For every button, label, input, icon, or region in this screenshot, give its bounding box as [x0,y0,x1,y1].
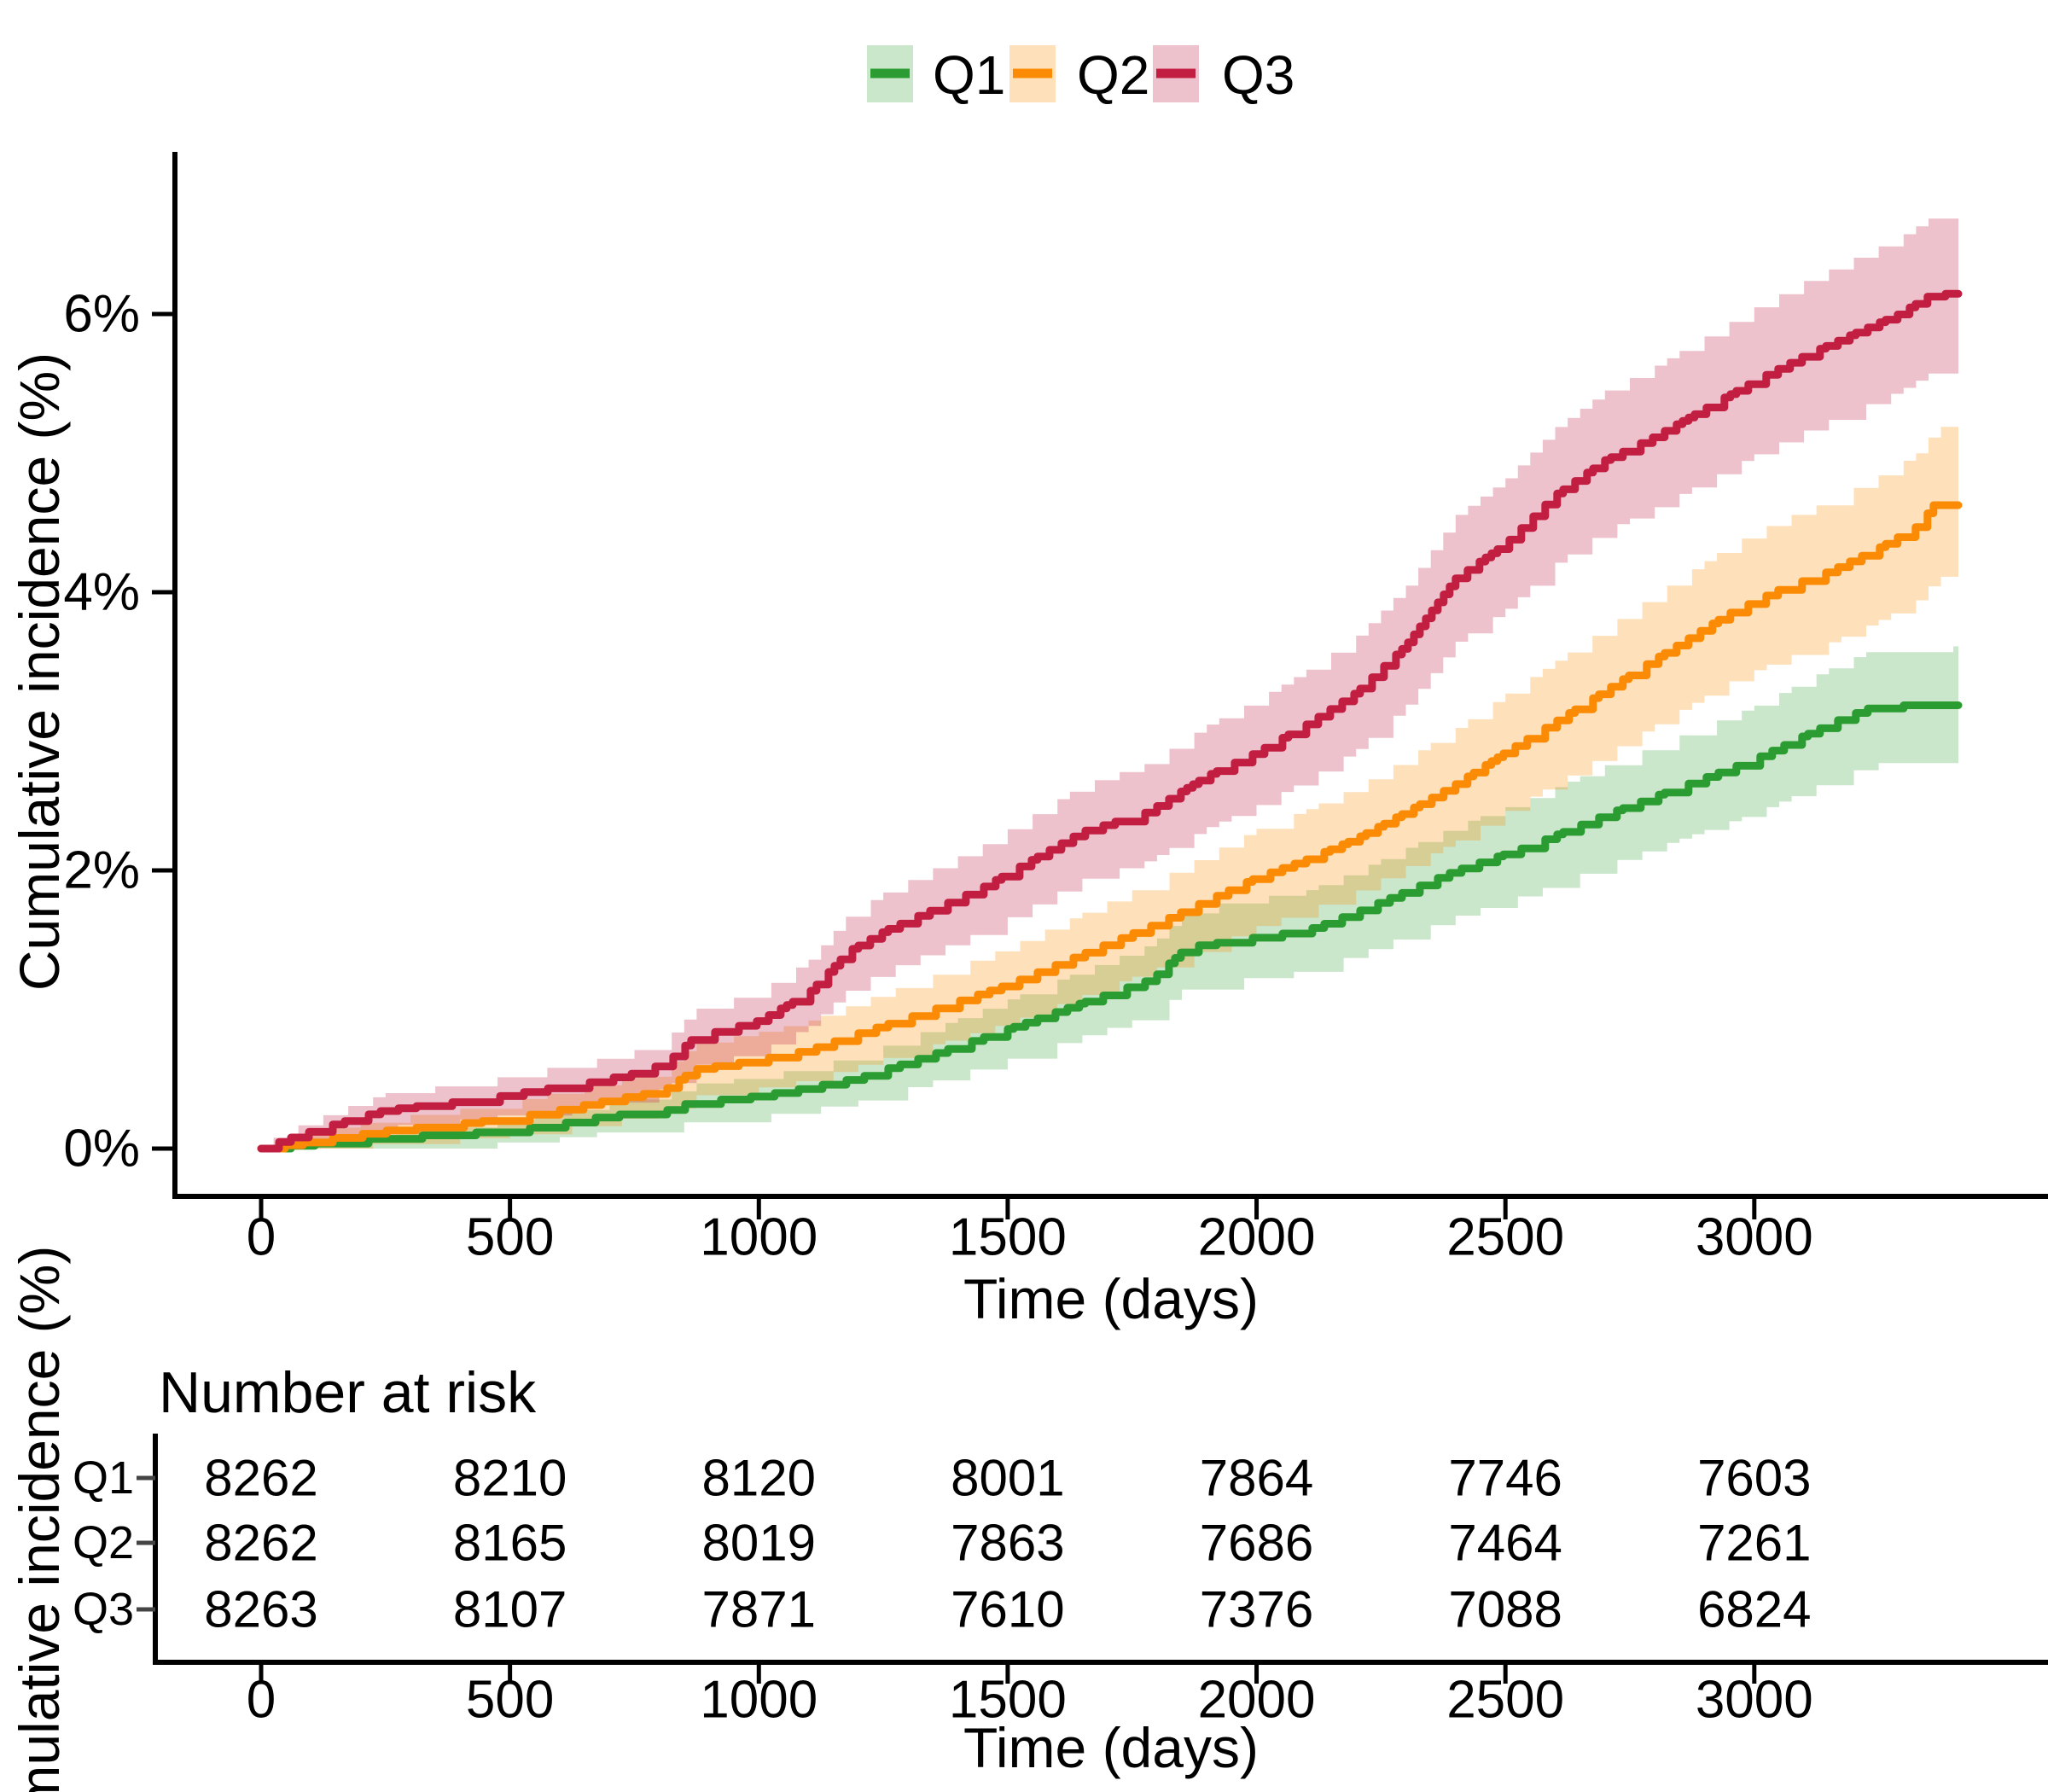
risk-table: Number at risk Q1 8262 8210 8120 8001 7864 7746… [8,1246,2048,1792]
legend-label: Q3 [1222,44,1295,106]
risk-count-cell: 8165 [453,1515,567,1572]
risk-table-x-tick-label: 0 [247,1671,276,1730]
risk-count-cell: 7864 [1200,1450,1313,1507]
risk-table-x-axis-title: Time (days) [963,1716,1259,1779]
x-axis-title: Time (days) [963,1267,1259,1330]
series-Q1-confidence-band [261,646,1958,1149]
x-tick-label: 3000 [1696,1208,1813,1267]
risk-count-cell: 7464 [1448,1515,1562,1572]
risk-count-cell: 8262 [204,1515,317,1572]
risk-table-row-Q1: Q1 8262 8210 8120 8001 7864 7746 7603 [73,1450,1812,1507]
x-tick-label: 500 [466,1208,554,1267]
incidence-curves [257,289,1963,1153]
risk-count-cell: 8210 [453,1450,567,1507]
legend-item-Q1: Q1 [867,44,1005,106]
x-tick-label: 2500 [1446,1208,1564,1267]
risk-count-cell: 8107 [453,1581,567,1638]
risk-row-label: Q1 [73,1452,134,1504]
risk-count-cell: 7376 [1200,1581,1313,1638]
y-axis-title: Cumulative incidence (%) [8,352,71,991]
series-Q2-line [257,501,1963,1153]
main-axes: 0% 2% 4% 6% 0 500 1000 1500 2000 2500 3000 Time (da… [8,152,2048,1330]
risk-count-cell: 8263 [204,1581,317,1638]
risk-table-x-tick-label: 2000 [1198,1671,1316,1730]
risk-table-title: Number at risk [159,1360,537,1425]
risk-count-cell: 8120 [702,1450,816,1507]
y-tick-label: 4% [63,563,140,622]
risk-count-cell: 7261 [1697,1515,1811,1572]
risk-table-row-Q2: Q2 8262 8165 8019 7863 7686 7464 7261 [73,1515,1812,1572]
risk-count-cell: 8001 [951,1450,1064,1507]
risk-row-label: Q2 [73,1517,134,1568]
x-tick-label: 1500 [949,1208,1067,1267]
risk-count-cell: 7603 [1697,1450,1811,1507]
risk-table-clipped-y-axis-title: Cumulative incidence (%) [8,1246,71,1792]
risk-count-cell: 7863 [951,1515,1064,1572]
y-tick-label: 2% [63,841,140,900]
risk-count-cell: 7746 [1448,1450,1562,1507]
risk-row-label: Q3 [73,1584,134,1635]
risk-count-cell: 7610 [951,1581,1064,1638]
legend-label: Q2 [1077,44,1149,106]
risk-table-x-tick-label: 1500 [949,1671,1067,1730]
y-tick-label: 0% [63,1120,140,1178]
risk-count-cell: 6824 [1697,1581,1811,1638]
legend-item-Q3: Q3 [1153,44,1295,106]
series-Q3-line [257,289,1963,1153]
risk-table-row-Q3: Q3 8263 8107 7871 7610 7376 7088 6824 [73,1581,1812,1638]
risk-table-x-tick-label: 1000 [700,1671,817,1730]
x-tick-label: 2000 [1198,1208,1316,1267]
x-tick-label: 1000 [700,1208,817,1267]
legend-item-Q2: Q2 [1009,44,1149,106]
legend: Q1 Q2 Q3 [867,44,1295,106]
y-tick-label: 6% [63,285,140,344]
risk-count-cell: 8262 [204,1450,317,1507]
risk-count-cell: 8019 [702,1515,816,1572]
risk-table-x-tick-label: 3000 [1696,1671,1813,1730]
risk-count-cell: 7088 [1448,1581,1562,1638]
risk-count-cell: 7871 [702,1581,816,1638]
risk-table-x-tick-label: 2500 [1446,1671,1564,1730]
series-Q3-confidence-band [261,218,1958,1149]
series-Q1-line [257,701,1963,1153]
risk-table-x-tick-label: 500 [466,1671,554,1730]
legend-label: Q1 [933,44,1005,106]
risk-count-cell: 7686 [1200,1515,1313,1572]
x-tick-label: 0 [247,1208,276,1267]
confidence-bands [261,218,1958,1149]
